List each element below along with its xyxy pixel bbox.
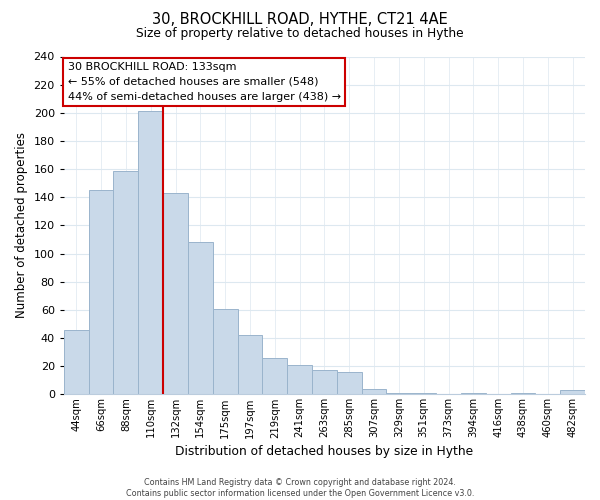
Bar	[287, 365, 312, 394]
Bar	[386, 393, 411, 394]
Bar	[163, 193, 188, 394]
Bar	[337, 372, 362, 394]
Text: Contains HM Land Registry data © Crown copyright and database right 2024.
Contai: Contains HM Land Registry data © Crown c…	[126, 478, 474, 498]
Text: 30, BROCKHILL ROAD, HYTHE, CT21 4AE: 30, BROCKHILL ROAD, HYTHE, CT21 4AE	[152, 12, 448, 28]
Text: Size of property relative to detached houses in Hythe: Size of property relative to detached ho…	[136, 28, 464, 40]
Bar	[511, 393, 535, 394]
Bar	[262, 358, 287, 395]
Bar	[411, 393, 436, 394]
Bar	[560, 390, 585, 394]
Bar	[362, 389, 386, 394]
Bar	[461, 393, 486, 394]
Bar	[113, 170, 138, 394]
Bar	[312, 370, 337, 394]
Text: 30 BROCKHILL ROAD: 133sqm
← 55% of detached houses are smaller (548)
44% of semi: 30 BROCKHILL ROAD: 133sqm ← 55% of detac…	[68, 62, 341, 102]
X-axis label: Distribution of detached houses by size in Hythe: Distribution of detached houses by size …	[175, 444, 473, 458]
Bar	[238, 336, 262, 394]
Bar	[213, 308, 238, 394]
Bar	[188, 242, 213, 394]
Bar	[64, 330, 89, 394]
Bar	[89, 190, 113, 394]
Y-axis label: Number of detached properties: Number of detached properties	[15, 132, 28, 318]
Bar	[138, 112, 163, 395]
